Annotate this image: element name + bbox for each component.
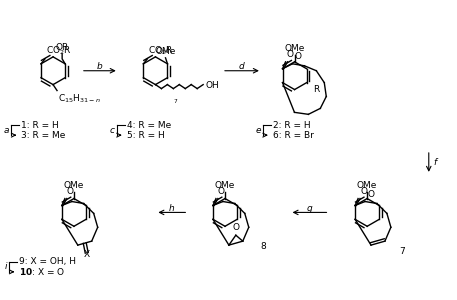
Text: 7: 7 (399, 247, 405, 256)
Text: OMe: OMe (215, 181, 235, 190)
Text: CO$_2$R: CO$_2$R (149, 44, 174, 57)
Text: R: R (314, 85, 320, 94)
Text: 1: R = H: 1: R = H (21, 121, 59, 130)
Text: 5: R = H: 5: R = H (127, 130, 165, 140)
Text: OH: OH (205, 81, 219, 90)
Text: O: O (218, 187, 225, 196)
Text: O: O (232, 223, 239, 232)
Text: a: a (4, 126, 9, 135)
Text: b: b (97, 62, 103, 71)
Text: X: X (84, 250, 90, 259)
Text: O: O (294, 52, 302, 61)
Text: OMe: OMe (64, 181, 84, 190)
Text: 4: R = Me: 4: R = Me (127, 121, 171, 130)
Text: 2: R = H: 2: R = H (273, 121, 310, 130)
Text: C$_{15}$H$_{31-n}$: C$_{15}$H$_{31-n}$ (58, 92, 101, 105)
Text: 3: R = Me: 3: R = Me (21, 130, 66, 140)
Text: OMe: OMe (155, 47, 175, 56)
Text: 8: 8 (260, 242, 266, 251)
Text: OMe: OMe (284, 44, 305, 53)
Text: OR: OR (55, 43, 69, 52)
Text: O: O (287, 50, 293, 59)
Text: O: O (67, 187, 74, 196)
Text: e: e (255, 126, 261, 135)
Text: h: h (169, 204, 175, 213)
Text: $\mathbf{10}$: X = O: $\mathbf{10}$: X = O (19, 266, 66, 278)
Text: c: c (110, 126, 115, 135)
Text: OMe: OMe (357, 181, 377, 190)
Text: CO$_2$R: CO$_2$R (46, 44, 72, 57)
Text: O: O (367, 190, 374, 199)
Text: O: O (360, 187, 367, 196)
Text: 6: R = Br: 6: R = Br (273, 130, 314, 140)
Text: f: f (434, 158, 437, 167)
Text: $_7$: $_7$ (173, 97, 178, 106)
Text: 9: X = OH, H: 9: X = OH, H (19, 257, 76, 266)
Text: d: d (239, 62, 245, 71)
Text: i: i (5, 262, 7, 272)
Text: g: g (307, 204, 313, 213)
